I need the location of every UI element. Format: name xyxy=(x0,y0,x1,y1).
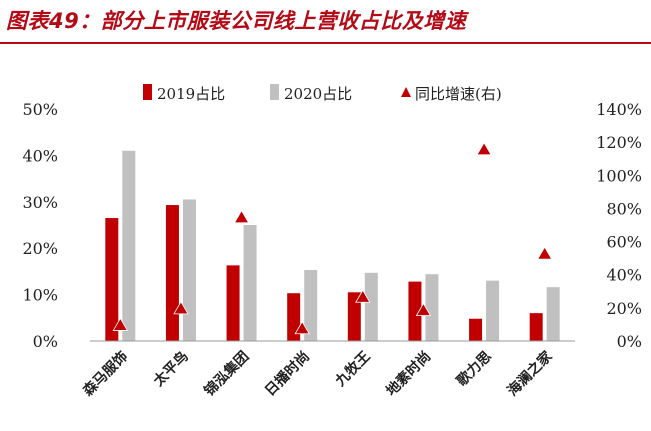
bar-2020 xyxy=(243,225,257,341)
left-tick-label: 40% xyxy=(22,146,58,165)
legend-label: 同比增速(右) xyxy=(415,85,502,103)
growth-marker xyxy=(294,320,310,335)
legend: 2019占比 2020占比 同比增速(右) xyxy=(143,84,502,103)
bar-2020 xyxy=(182,199,196,341)
right-tick-label: 120% xyxy=(596,133,642,152)
category-label: 森马服饰 xyxy=(80,348,132,400)
left-tick-label: 30% xyxy=(22,193,58,212)
legend-swatch xyxy=(401,87,411,97)
right-tick-label: 60% xyxy=(606,233,642,252)
title-divider xyxy=(0,42,651,44)
bars xyxy=(105,150,560,341)
chart-title: 图表49：部分上市服装公司线上营收占比及增速 xyxy=(6,9,467,33)
bar-2019 xyxy=(105,218,119,341)
bar-2019 xyxy=(226,265,240,341)
legend-swatch xyxy=(143,84,152,100)
category-label: 海澜之家 xyxy=(504,347,556,399)
bar-2019 xyxy=(408,281,422,341)
growth-marker xyxy=(233,209,250,224)
legend-label: 2020占比 xyxy=(284,85,352,103)
legend-label: 2019占比 xyxy=(157,85,225,103)
bar-2020 xyxy=(546,287,560,341)
right-tick-label: 0% xyxy=(617,332,642,351)
bar-2019 xyxy=(287,293,301,341)
category-label: 锦泓集团 xyxy=(201,348,253,400)
legend-swatch xyxy=(270,84,279,100)
growth-marker xyxy=(415,302,432,316)
bar-2019 xyxy=(347,292,361,341)
right-tick-label: 140% xyxy=(596,100,642,119)
bar-2019 xyxy=(529,313,543,341)
left-tick-label: 50% xyxy=(22,100,58,119)
bar-2020 xyxy=(122,150,136,341)
bar-2020 xyxy=(364,272,378,341)
right-tick-label: 40% xyxy=(606,266,642,285)
left-axis: 0% 10% 20% 30% 40% 50% xyxy=(22,100,58,351)
right-tick-label: 20% xyxy=(606,299,642,318)
category-label: 太平鸟 xyxy=(150,348,192,390)
left-tick-label: 0% xyxy=(33,332,58,351)
left-tick-label: 20% xyxy=(22,239,58,258)
growth-marker xyxy=(355,289,371,303)
bar-2020 xyxy=(304,270,318,341)
growth-marker xyxy=(536,246,553,260)
category-label: 歌力思 xyxy=(453,348,495,390)
category-label: 九牧王 xyxy=(331,348,373,390)
bar-2020 xyxy=(425,274,439,341)
right-axis: 0% 20% 40% 60% 80% 100% 120% 140% xyxy=(596,100,642,351)
bar-2019 xyxy=(469,318,483,341)
right-tick-label: 100% xyxy=(596,166,642,185)
right-tick-label: 80% xyxy=(606,199,642,218)
category-labels: 森马服饰 太平鸟 锦泓集团 日播时尚 九牧王 地素时尚 歌力思 海澜之家 xyxy=(80,347,557,399)
bar-2019 xyxy=(165,205,179,341)
growth-marker xyxy=(476,141,492,156)
growth-marker xyxy=(173,301,189,315)
growth-marker xyxy=(112,317,129,331)
growth-markers xyxy=(112,141,553,335)
category-label: 日播时尚 xyxy=(261,348,313,400)
category-label: 地素时尚 xyxy=(383,348,435,400)
bar-2020 xyxy=(486,280,500,341)
left-tick-label: 10% xyxy=(22,286,58,305)
